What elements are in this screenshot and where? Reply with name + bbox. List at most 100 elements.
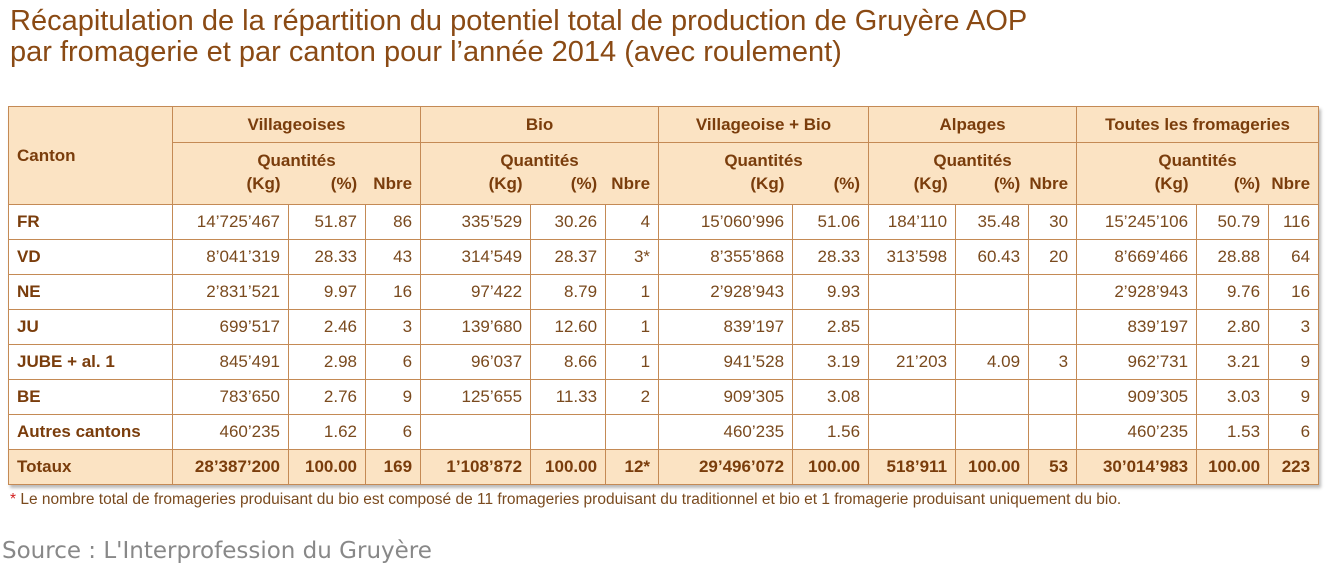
subheader-group-1: Quantités (Kg) (%) Nbre [420, 142, 660, 205]
cell-value: 20 [1028, 239, 1078, 275]
cell-value: 125’655 [420, 379, 532, 415]
footnote-text: Le nombre total de fromageries produisan… [16, 491, 1122, 508]
cell-value: 16 [1268, 274, 1320, 310]
cell-value: 16 [364, 274, 422, 310]
cell-value: 30 [1028, 204, 1078, 240]
cell-value: 6 [1268, 414, 1320, 450]
cell-canton: BE [8, 379, 173, 415]
cell-value: 43 [364, 239, 422, 275]
cell-value: 2’831’521 [172, 274, 289, 310]
cell-value: 2’928’943 [658, 274, 794, 310]
cell-value: 223 [1268, 449, 1320, 485]
cell-value: 8’041’319 [172, 239, 289, 275]
cell-canton: JU [8, 309, 173, 345]
cell-value: 6 [364, 344, 422, 380]
cell-value: 28’387’200 [172, 449, 289, 485]
cell-value: 839’197 [1076, 309, 1198, 345]
cell-value: 60.43 [955, 239, 1030, 275]
cell-value: 15’245’106 [1076, 204, 1198, 240]
cell-value: 2.85 [792, 309, 870, 345]
cell-value: 1 [605, 344, 660, 380]
cell-value: 9.97 [288, 274, 366, 310]
cell-value: 100.00 [1196, 449, 1270, 485]
cell-value: 100.00 [288, 449, 366, 485]
cell-value: 30.26 [530, 204, 607, 240]
cell-value [868, 274, 957, 310]
cell-value [1028, 379, 1078, 415]
subheader-quantites: Quantités [1158, 151, 1237, 170]
cell-value: 14’725’467 [172, 204, 289, 240]
cell-value: 1.56 [792, 414, 870, 450]
header-alpages: Alpages [868, 106, 1078, 143]
cell-value: 30’014’983 [1076, 449, 1198, 485]
cell-value [530, 414, 607, 450]
cell-value: 460’235 [658, 414, 794, 450]
title-line-2: par fromagerie et par canton pour l’anné… [10, 36, 842, 68]
cell-value: 1 [605, 274, 660, 310]
table-row: NE 2’831’521 9.97 16 97’422 8.79 1 2’928’943 9.9… [8, 274, 1320, 310]
cell-value: 86 [364, 204, 422, 240]
cell-value: 28.33 [792, 239, 870, 275]
cell-value: 51.06 [792, 204, 870, 240]
subheader-group-0: Quantités (Kg) (%) Nbre [171, 142, 422, 205]
cell-value: 845’491 [172, 344, 289, 380]
subheader-kg: (Kg) [750, 174, 785, 193]
cell-value [955, 274, 1030, 310]
cell-value: 9 [1268, 379, 1320, 415]
cell-value: 313’598 [868, 239, 957, 275]
cell-value: 2.80 [1196, 309, 1270, 345]
cell-value: 35.48 [955, 204, 1030, 240]
header-toutes: Toutes les fromageries [1076, 106, 1320, 143]
cell-value: 116 [1268, 204, 1320, 240]
table-row: BE 783’650 2.76 9 125’655 11.33 2 909’305 3.08 90… [8, 379, 1320, 415]
subheader-nbre: Nbre [611, 174, 651, 193]
cell-value: 941’528 [658, 344, 794, 380]
cell-value: 2 [605, 379, 660, 415]
production-table: Canton Villageoises Bio Villageoise + Bi… [8, 106, 1320, 485]
table-row: JUBE + al. 1 845’491 2.98 6 96’037 8.66 1 941’5… [8, 344, 1320, 380]
cell-value: 2.98 [288, 344, 366, 380]
table-row: Autres cantons 460’235 1.62 6 460’235 1.56 460… [8, 414, 1320, 450]
subheader-quantites: Quantités [500, 151, 579, 170]
cell-value: 2.46 [288, 309, 366, 345]
subheader-nbre: Nbre [1029, 174, 1069, 193]
page-title: Récapitulation de la répartition du pote… [10, 6, 1027, 68]
cell-value: 335’529 [420, 204, 532, 240]
cell-canton: VD [8, 239, 173, 275]
subheader-quantites: Quantités [724, 151, 803, 170]
footnote: * Le nombre total de fromageries produis… [10, 491, 1121, 509]
cell-value [868, 414, 957, 450]
cell-value [868, 379, 957, 415]
cell-value [955, 379, 1030, 415]
production-table-wrapper: Canton Villageoises Bio Villageoise + Bi… [8, 106, 1320, 485]
cell-value [1028, 309, 1078, 345]
cell-value: 9.76 [1196, 274, 1270, 310]
cell-value: 96’037 [420, 344, 532, 380]
cell-value: 100.00 [792, 449, 870, 485]
subheader-nbre: Nbre [1271, 174, 1311, 193]
cell-value: 9.93 [792, 274, 870, 310]
cell-value: 1.62 [288, 414, 366, 450]
cell-value: 2’928’943 [1076, 274, 1198, 310]
cell-value: 11.33 [530, 379, 607, 415]
cell-value: 1 [605, 309, 660, 345]
subheader-pct: (%) [570, 174, 598, 193]
cell-value: 8’669’466 [1076, 239, 1198, 275]
cell-value: 21’203 [868, 344, 957, 380]
cell-value [420, 414, 532, 450]
cell-value: 314’549 [420, 239, 532, 275]
subheader-kg: (Kg) [246, 174, 281, 193]
source-note: Source : L'Interprofession du Gruyère [2, 538, 432, 564]
header-row-groups: Canton Villageoises Bio Villageoise + Bi… [8, 106, 1320, 205]
subheader-quantites: Quantités [933, 151, 1012, 170]
cell-value: 460’235 [1076, 414, 1198, 450]
cell-value: 1.53 [1196, 414, 1270, 450]
cell-value [955, 414, 1030, 450]
cell-value: 3 [1268, 309, 1320, 345]
subheader-quantites: Quantités [257, 151, 336, 170]
cell-value [868, 309, 957, 345]
cell-value: 2.76 [288, 379, 366, 415]
cell-value: 3.19 [792, 344, 870, 380]
header-villageoises: Villageoises [171, 106, 422, 143]
subheader-kg: (Kg) [488, 174, 523, 193]
